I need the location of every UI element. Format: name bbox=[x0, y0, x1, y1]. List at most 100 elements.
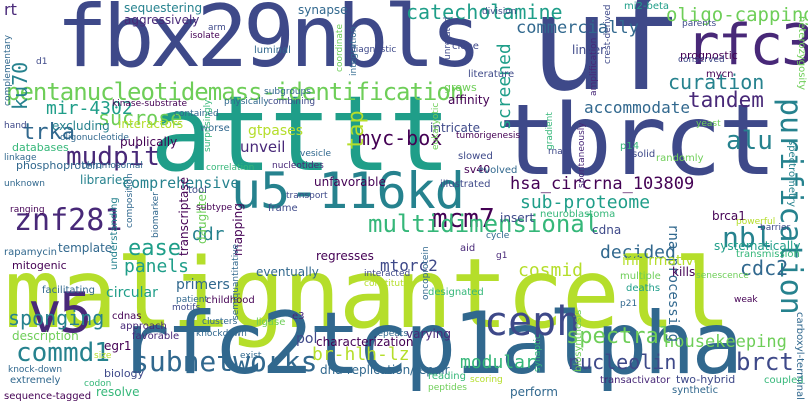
word-uf: uf bbox=[530, 0, 683, 121]
word-perform: perform bbox=[510, 385, 558, 399]
word-weak: weak bbox=[734, 295, 758, 305]
word-excluding: excluding bbox=[52, 119, 110, 133]
word-p14: p14 bbox=[620, 141, 640, 152]
word-unknown: unknown bbox=[4, 179, 45, 189]
word-literature: literature bbox=[468, 69, 515, 80]
word-correlation: correlation bbox=[206, 163, 255, 173]
word-p21: p21 bbox=[620, 299, 638, 309]
word-multiple: multiple bbox=[620, 271, 661, 282]
word-varying: varying bbox=[406, 327, 452, 341]
word-publically: publically bbox=[120, 135, 178, 149]
word-tap: tap bbox=[344, 110, 369, 150]
word-daughter: daughter bbox=[195, 189, 209, 244]
word-screened: screened bbox=[494, 43, 515, 130]
word-childhood: childhood bbox=[206, 295, 255, 306]
word-unrelated: unrelated bbox=[443, 16, 453, 60]
word-ceph: ceph bbox=[484, 299, 581, 345]
word-mycn: mycn bbox=[706, 69, 734, 80]
word-sv40: sv40 bbox=[464, 163, 491, 176]
word-br-hlh-lz: br-hlh-lz bbox=[312, 344, 410, 365]
word-facilitating: facilitating bbox=[42, 285, 95, 296]
word-mcm7: mcm7 bbox=[432, 204, 495, 234]
word-cdnas: cdnas bbox=[112, 311, 142, 322]
word-ease: ease bbox=[128, 236, 181, 261]
word-cdc2: cdc2 bbox=[740, 256, 789, 280]
word-diagnostic: diagnostic bbox=[350, 45, 397, 55]
word-sub-proteome: sub-proteome bbox=[520, 192, 651, 213]
word-libraries: libraries bbox=[80, 173, 129, 187]
word-subtype: subtype bbox=[196, 203, 233, 213]
word-isolate: isolate bbox=[190, 31, 220, 41]
word-curation: curation bbox=[668, 70, 765, 94]
word-v5: v5 bbox=[28, 281, 92, 346]
word-biomarker: biomarker bbox=[151, 192, 161, 238]
word-informative: informative bbox=[622, 253, 703, 269]
word-conserved: conserved bbox=[678, 55, 725, 65]
word-biology: biology bbox=[104, 367, 145, 380]
word-yeast: yeast bbox=[696, 119, 721, 129]
word-spectral: spectral bbox=[566, 324, 672, 349]
word-knock-down: knock-down bbox=[8, 365, 63, 375]
word-scoring: scoring bbox=[470, 375, 503, 385]
word-vesicle: vesicle bbox=[300, 149, 332, 159]
word-kinase-substrate: kinase-substrate bbox=[112, 99, 188, 109]
word-arm: arm bbox=[208, 23, 226, 33]
word-reading: reading bbox=[428, 371, 466, 382]
word-barrier: barrier bbox=[760, 223, 791, 233]
word-mi2-beta: mi2-beta bbox=[624, 1, 670, 12]
word-tbrct: tbrct bbox=[498, 84, 777, 198]
word-linkage: linkage bbox=[4, 153, 37, 163]
word-coupled: coupled bbox=[764, 375, 804, 386]
word-intricate: intricate bbox=[430, 121, 480, 135]
word-powerful: powerful bbox=[736, 217, 776, 227]
word-hsa-circrna: hsa_circrna_103809 bbox=[510, 174, 695, 194]
word-rfc3: rfc3 bbox=[686, 13, 808, 78]
word-division: division bbox=[482, 7, 517, 17]
word-motifs: motifs bbox=[172, 303, 201, 313]
word-peptides: peptides bbox=[428, 383, 467, 393]
word-znf281: znf281 bbox=[14, 203, 123, 238]
word-g1: g1 bbox=[496, 251, 508, 261]
word-sucrose: sucrose bbox=[98, 106, 183, 130]
word-unfavorable: unfavorable bbox=[314, 175, 386, 189]
word-complementary: complementary bbox=[3, 34, 13, 106]
word-neuroblastoma: neuroblastoma bbox=[540, 209, 616, 220]
word-comprehensive: comprehensive bbox=[122, 174, 240, 192]
word-brct: brct bbox=[736, 348, 794, 376]
word-carboxyl-terminal: carboxyl-terminal bbox=[794, 312, 805, 400]
word-characterization: characterization bbox=[316, 335, 414, 349]
word-hand: hand bbox=[4, 121, 27, 131]
word-egr1: egr1 bbox=[104, 339, 132, 353]
word-prognostic: prognostic bbox=[680, 49, 738, 62]
word-tumorigenesis: tumorigenesis bbox=[456, 131, 521, 141]
word-kills: kills bbox=[672, 265, 696, 279]
word-coordinate: coordinate bbox=[335, 23, 345, 72]
word-exist: exist bbox=[240, 351, 262, 361]
word-multidimensional: multidimensional bbox=[368, 210, 600, 238]
word-u5-116kd: u5-116kd bbox=[231, 162, 465, 220]
word-worse: worse bbox=[200, 123, 230, 134]
word-interacted: interacted bbox=[364, 269, 411, 279]
word-catecholamine: catecholamine bbox=[406, 0, 563, 24]
word-grows: grows bbox=[444, 81, 477, 94]
word-gtpases: gtpases bbox=[248, 123, 304, 139]
word-oligonucleotide: oligonucleotide bbox=[60, 133, 129, 143]
word-deaths: deaths bbox=[626, 283, 661, 294]
word-mitogenic: mitogenic bbox=[12, 259, 67, 272]
word-frame: frame bbox=[268, 203, 298, 214]
word-heterozygosity: heterozygosity bbox=[796, 16, 807, 91]
word-phosphoprotein: phosphoprotein bbox=[16, 159, 103, 172]
word-oligo-capping: oligo-capping bbox=[666, 4, 808, 26]
word-cycle: cycle bbox=[486, 231, 510, 241]
word-pol: pol bbox=[296, 331, 318, 347]
word-tool: tool bbox=[188, 185, 207, 196]
word-cosmid: cosmid bbox=[518, 260, 584, 281]
word-subnetworks: subnetworks bbox=[132, 345, 318, 378]
word-systematically: systematically bbox=[714, 239, 801, 253]
word-evolved: evolved bbox=[478, 165, 518, 176]
word-primers: primers bbox=[176, 277, 230, 293]
word-spontaneously: spontaneously bbox=[577, 122, 587, 188]
word-transport: transport bbox=[286, 191, 328, 201]
word-designated: designated bbox=[428, 287, 484, 298]
